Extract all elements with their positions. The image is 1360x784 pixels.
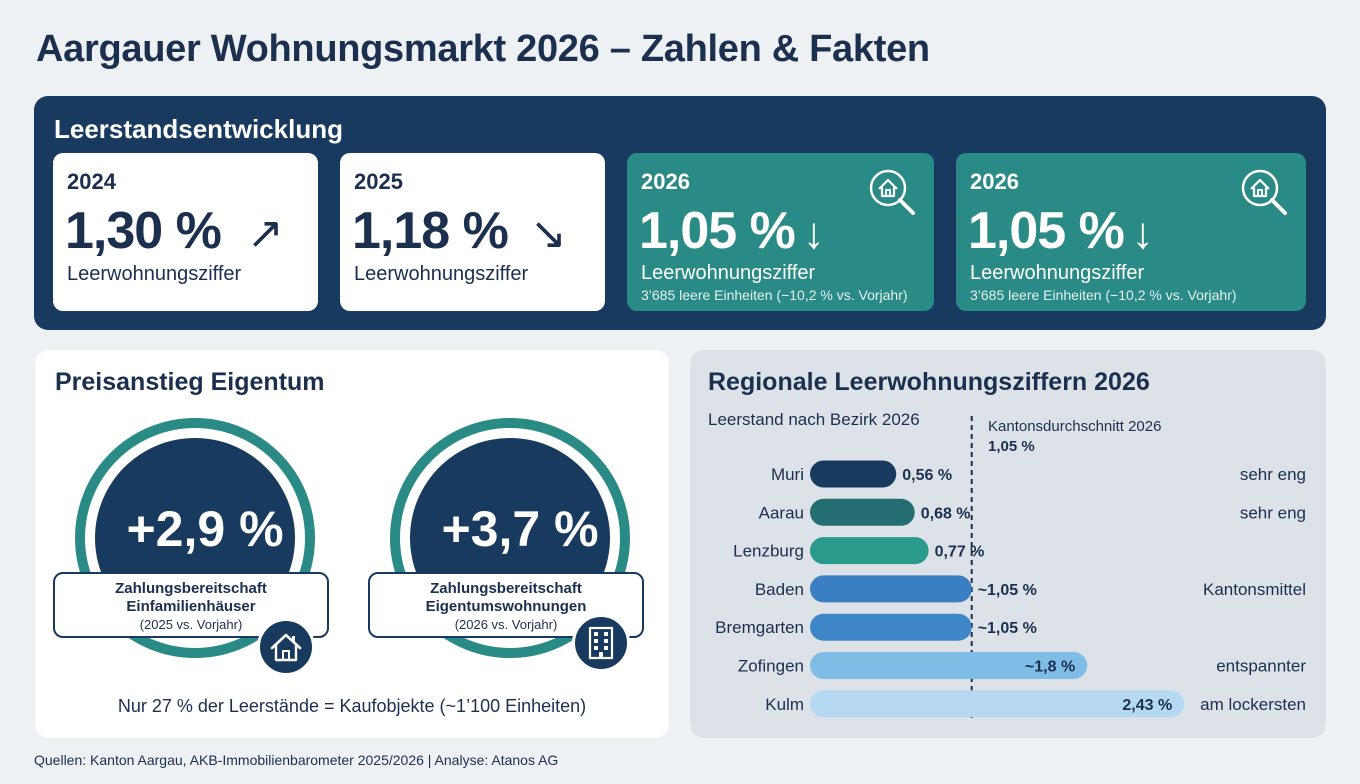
category-label: Muri — [771, 465, 804, 484]
assessment-label: am lockersten — [1200, 695, 1306, 714]
stat-card-2026: 2026 1,05 % ↓ Leerwohnungsziffer 3’685 le… — [627, 153, 934, 311]
caption-period: (2025 vs. Vorjahr) — [139, 617, 243, 632]
category-label: Baden — [755, 580, 804, 599]
value-label: ~1,05 % — [978, 620, 1037, 637]
assessment-label: entspannter — [1216, 657, 1306, 676]
chart-subtitle: Leerstand nach Bezirk 2026 — [708, 410, 920, 429]
bar-lenzburg — [810, 537, 929, 565]
footer-sources: Quellen: Kanton Aargau, AKB-Immobilienba… — [34, 752, 559, 768]
category-label: Bremgarten — [715, 618, 804, 637]
bar-baden — [810, 575, 972, 603]
value-label: ~1,8 % — [1025, 659, 1075, 676]
regional-section-title: Regionale Leerwohnungsziffern 2026 — [708, 368, 1150, 396]
card-value: 1,18 % ↘ — [352, 202, 567, 260]
card-subtext: 3’685 leere Einheiten (−10,2 % vs. Vorja… — [641, 287, 908, 303]
value-label: 0,77 % — [935, 544, 985, 561]
card-year: 2026 — [641, 169, 690, 194]
arrow-down-icon: ↓ — [802, 209, 825, 258]
reference-line-label: Kantonsdurchschnitt 2026 1,05 % — [988, 418, 1162, 455]
arrow-down-right-icon: ↘ — [529, 209, 567, 258]
value-label: ~1,05 % — [978, 582, 1037, 599]
card-label: Leerwohnungsziffer — [641, 262, 816, 284]
bar-muri — [810, 460, 897, 488]
price-value-etw: +3,7 % — [441, 501, 599, 557]
arrow-up-right-icon: ↗ — [246, 209, 284, 258]
regional-section: Regionale Leerwohnungsziffern 2026 Leers… — [690, 350, 1326, 738]
assessment-label: Kantonsmittel — [1203, 580, 1306, 599]
stat-card-2026-duplicate: 2026 1,05 % ↓ Leerwohnungsziffer 3’685 le… — [956, 153, 1306, 311]
card-subtext: 3’685 leere Einheiten (−10,2 % vs. Vorja… — [970, 287, 1237, 303]
page-title: Aargauer Wohnungsmarkt 2026 – Zahlen & F… — [36, 28, 930, 70]
card-label: Leerwohnungsziffer — [970, 262, 1145, 284]
price-caption-etw: Zahlungsbereitschaft Eigentumswohnungen (… — [368, 572, 644, 638]
card-value: 1,05 % ↓ — [639, 202, 825, 260]
card-value: 1,05 % ↓ — [968, 202, 1154, 260]
arrow-down-icon: ↓ — [1131, 209, 1154, 258]
house-search-icon — [864, 165, 922, 228]
category-label: Kulm — [765, 695, 804, 714]
leerstand-section: Leerstandsentwicklung 2024 1,30 % ↗ Leerw… — [34, 96, 1326, 330]
bar-bremgarten — [810, 613, 972, 641]
price-section: Preisanstieg Eigentum +2,9 % Zahlungsber… — [35, 350, 669, 738]
bar-kulm — [810, 690, 1185, 718]
apartment-building-icon — [572, 614, 630, 672]
house-search-icon — [1236, 165, 1294, 228]
caption-period: (2026 vs. Vorjahr) — [454, 617, 558, 632]
card-year: 2025 — [354, 169, 403, 194]
caption-line: Zahlungsbereitschaft Einfamilienhäuser — [115, 580, 267, 615]
bar-zofingen — [810, 652, 1088, 679]
price-note: Nur 27 % der Leerstände = Kaufobjekte (~… — [117, 696, 587, 716]
assessment-label: sehr eng — [1240, 503, 1306, 522]
card-year: 2026 — [970, 169, 1019, 194]
value-label: 2,43 % — [1122, 697, 1172, 714]
regional-bar-chart: Muri 0,56 % sehr eng Aarau 0,68 % sehr eng Len… — [715, 416, 1306, 722]
stat-card-2025: 2025 1,18 % ↘ Leerwohnungsziffer — [340, 153, 605, 311]
card-value: 1,30 % ↗ — [65, 202, 284, 260]
category-label: Lenzburg — [733, 542, 804, 561]
category-label: Aarau — [759, 503, 804, 522]
bar-aarau — [810, 498, 915, 526]
card-year: 2024 — [67, 169, 116, 194]
caption-line: Zahlungsbereitschaft Eigentumswohnungen — [425, 580, 587, 615]
price-section-title: Preisanstieg Eigentum — [55, 368, 325, 396]
house-icon — [257, 618, 315, 676]
card-label: Leerwohnungsziffer — [354, 263, 529, 285]
value-label: 0,56 % — [902, 467, 952, 484]
card-label: Leerwohnungsziffer — [67, 263, 242, 285]
value-label: 0,68 % — [921, 505, 971, 522]
price-caption-efh: Zahlungsbereitschaft Einfamilienhäuser (2… — [53, 572, 329, 638]
category-label: Zofingen — [738, 657, 804, 676]
assessment-label: sehr eng — [1240, 465, 1306, 484]
price-value-efh: +2,9 % — [126, 501, 284, 557]
leerstand-section-title: Leerstandsentwicklung — [54, 114, 343, 144]
stat-card-2024: 2024 1,30 % ↗ Leerwohnungsziffer — [53, 153, 318, 311]
